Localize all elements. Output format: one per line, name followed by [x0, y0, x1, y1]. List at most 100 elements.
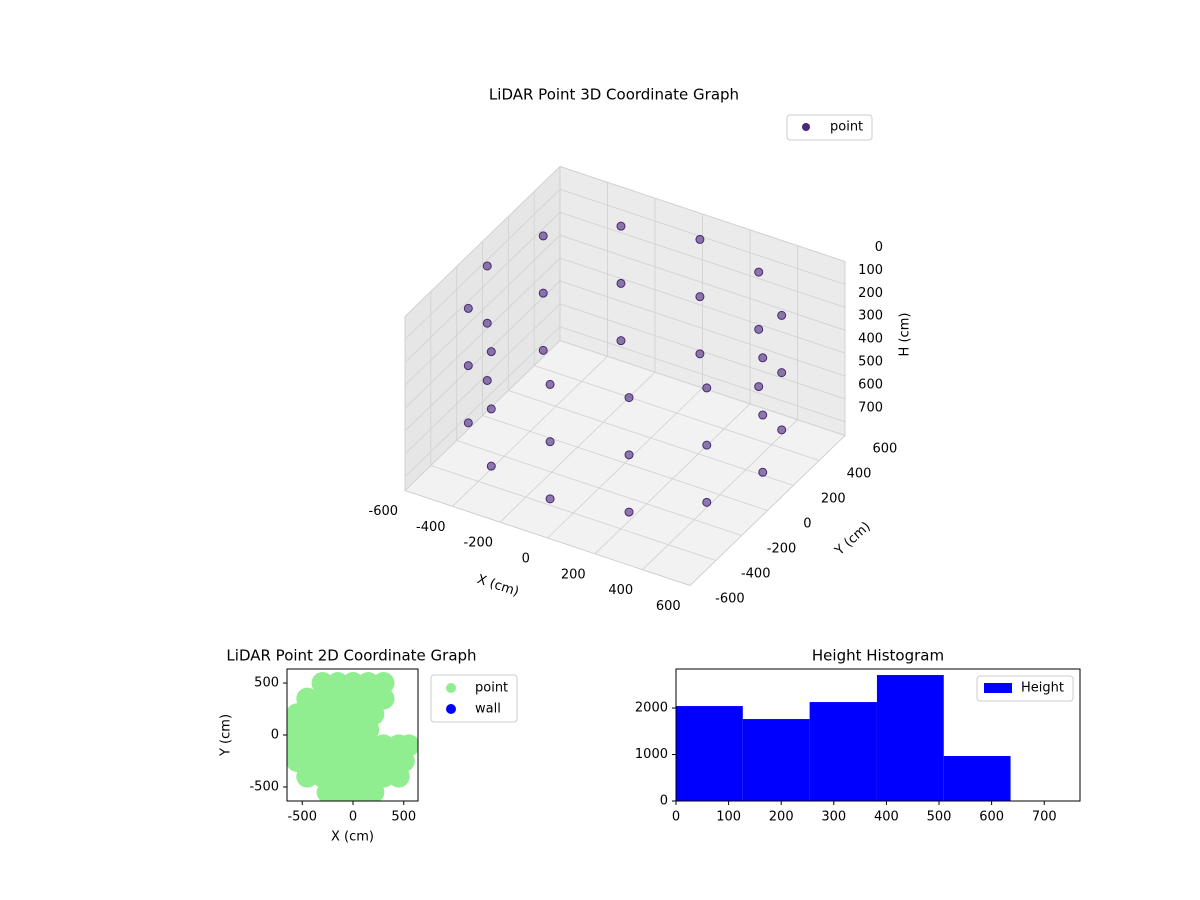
- x-tick-label: 700: [1032, 810, 1057, 825]
- point: [482, 318, 492, 328]
- point: [463, 361, 473, 371]
- point: [695, 292, 705, 302]
- y-tick-label: 500: [254, 676, 279, 691]
- point: [482, 261, 492, 271]
- bar: [676, 706, 743, 801]
- grid-line: [404, 234, 561, 386]
- z-tick-label: 400: [858, 332, 883, 347]
- z-tick-label: 300: [858, 309, 883, 324]
- x-tick-label: 300: [821, 810, 846, 825]
- point: [758, 467, 768, 477]
- legend-marker: [446, 704, 456, 714]
- point: [702, 497, 712, 507]
- point: [372, 672, 395, 695]
- x-tick-label: 0: [672, 810, 680, 825]
- y-tick-label: 600: [872, 441, 897, 456]
- grid-line: [404, 189, 561, 340]
- y-tick-label: 1000: [635, 747, 668, 762]
- point: [486, 404, 496, 414]
- point: [624, 450, 634, 460]
- plot-area: [287, 672, 418, 801]
- grid-line: [559, 166, 846, 262]
- point: [486, 461, 496, 471]
- grid-line: [482, 415, 768, 511]
- y-tick-label: 0: [803, 516, 811, 531]
- x-tick-label: 200: [769, 810, 794, 825]
- x-tick-label: 400: [608, 583, 633, 598]
- point: [326, 718, 349, 741]
- point: [296, 765, 319, 788]
- point: [463, 418, 473, 428]
- point: [311, 718, 334, 741]
- bar: [943, 756, 1011, 801]
- y-tick-label: 0: [660, 794, 668, 809]
- z-tick-label: 100: [858, 263, 883, 278]
- x-tick-label: -600: [369, 504, 399, 519]
- point: [486, 347, 496, 357]
- legend-box: [786, 114, 873, 141]
- point: [342, 672, 365, 695]
- grid-line: [559, 326, 846, 423]
- y-tick-label: 0: [271, 728, 279, 743]
- y-tick-label: 2000: [635, 701, 668, 716]
- legend-label: point: [475, 681, 508, 696]
- chart-title: Height Histogram: [812, 647, 944, 665]
- point: [695, 349, 705, 359]
- z-tick-label: 700: [858, 400, 883, 415]
- y-tick-label: 400: [847, 466, 872, 481]
- point: [624, 507, 634, 517]
- grid-line: [404, 257, 561, 409]
- z-tick-label: 600: [858, 377, 883, 392]
- grid-line: [404, 280, 561, 432]
- point: [545, 437, 555, 447]
- y-tick-label: -400: [741, 566, 771, 581]
- point: [463, 303, 473, 313]
- x-tick-label: 200: [561, 567, 586, 582]
- point: [387, 765, 410, 788]
- x-tick-label: -200: [464, 536, 494, 551]
- point: [482, 375, 492, 385]
- point: [754, 267, 764, 277]
- point: [326, 672, 349, 695]
- point: [777, 425, 787, 435]
- x-axis-label: X (cm): [331, 830, 374, 845]
- legend-marker: [446, 683, 456, 693]
- grid-line: [404, 166, 561, 317]
- bar: [742, 719, 810, 801]
- x-axis-label: X (cm): [475, 572, 521, 600]
- point: [616, 221, 626, 231]
- chart-title: LiDAR Point 3D Coordinate Graph: [489, 86, 739, 104]
- x-tick-label: 0: [349, 810, 357, 825]
- point: [754, 324, 764, 334]
- grid-line: [404, 212, 561, 363]
- x-tick-label: 100: [716, 810, 741, 825]
- x-tick-label: 600: [656, 599, 681, 614]
- point: [702, 383, 712, 393]
- grid-line: [559, 234, 846, 331]
- grid-line: [404, 490, 691, 586]
- legend-label: wall: [475, 702, 501, 717]
- x-tick-label: 0: [522, 552, 530, 567]
- point: [545, 379, 555, 389]
- chart-title: LiDAR Point 2D Coordinate Graph: [226, 647, 476, 665]
- point: [758, 410, 768, 420]
- point: [545, 494, 555, 504]
- grid-line: [404, 326, 561, 478]
- point: [372, 765, 395, 788]
- grid-line: [559, 211, 846, 308]
- point: [311, 672, 334, 695]
- x-tick-label: 400: [874, 810, 899, 825]
- legend-label: Height: [1021, 681, 1064, 696]
- point: [777, 310, 787, 320]
- point: [695, 234, 705, 244]
- y-tick-label: 200: [821, 491, 846, 506]
- x-tick-label: 500: [391, 810, 416, 825]
- grid-line: [508, 390, 794, 486]
- point: [538, 345, 548, 355]
- point: [357, 718, 380, 741]
- point: [758, 353, 768, 363]
- grid-line: [559, 257, 846, 354]
- point: [357, 672, 380, 695]
- legend-marker: [802, 123, 810, 131]
